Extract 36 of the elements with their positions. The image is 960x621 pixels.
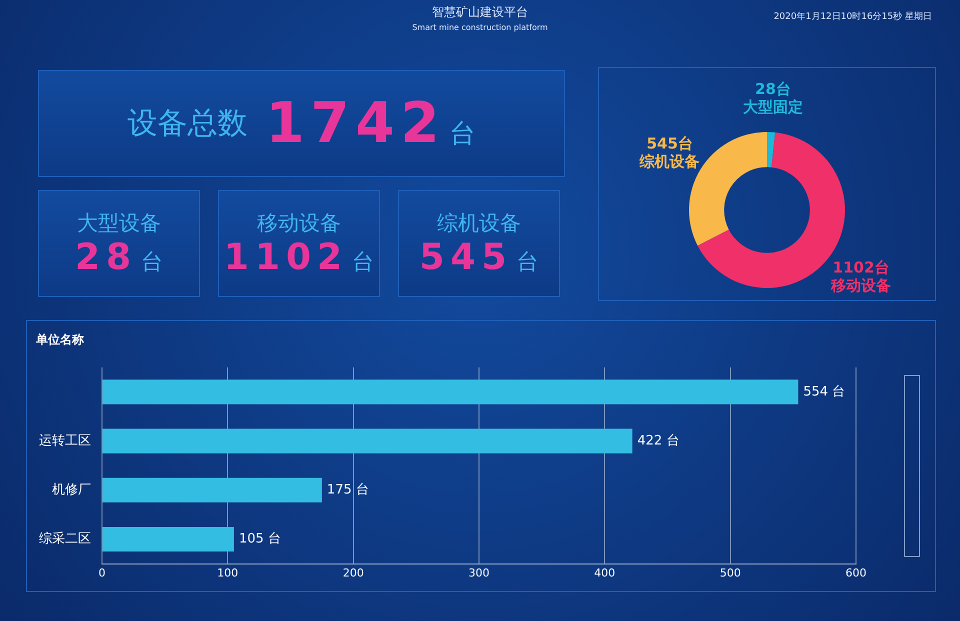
x-tick-label: 400 bbox=[594, 566, 616, 580]
y-tick-label: 运转工区 bbox=[39, 433, 91, 448]
text: 设备总数 bbox=[128, 105, 248, 143]
text: 台 bbox=[449, 119, 476, 149]
text: 智慧矿山建设平台 bbox=[432, 5, 528, 19]
text: Smart mine construction platform bbox=[411, 23, 549, 32]
text: 2020年1月12日10时16分15秒 星期日 bbox=[774, 10, 932, 23]
text: 综机设备 bbox=[437, 210, 521, 237]
slice-label: 综机设备 bbox=[638, 152, 700, 171]
text: 大型设备 bbox=[77, 210, 161, 237]
data-label: 545台 bbox=[646, 134, 693, 153]
text: 台 bbox=[141, 250, 164, 275]
slice-label: 移动设备 bbox=[830, 276, 892, 294]
x-tick-label: 500 bbox=[720, 566, 741, 580]
data-label: 554 台 bbox=[803, 384, 846, 400]
data-label: 422 台 bbox=[637, 433, 680, 448]
x-tick-label: 100 bbox=[217, 566, 238, 580]
y-axis-title: 单位名称 bbox=[35, 332, 85, 346]
text: 1742 bbox=[266, 91, 446, 156]
text: 移动设备 bbox=[257, 210, 341, 237]
x-tick-label: 200 bbox=[342, 566, 364, 580]
slice-label: 大型固定 bbox=[742, 98, 803, 116]
text: 1102 bbox=[224, 237, 348, 278]
x-tick-label: 0 bbox=[98, 566, 106, 580]
x-tick-label: 300 bbox=[468, 566, 490, 580]
text: 28 bbox=[74, 237, 138, 278]
data-label: 1102台 bbox=[832, 258, 890, 276]
data-label: 175 台 bbox=[326, 482, 369, 498]
text: 台 bbox=[352, 250, 374, 275]
y-tick-label: 综采二区 bbox=[39, 532, 91, 547]
text: 台 bbox=[516, 250, 539, 275]
x-tick-label: 600 bbox=[846, 566, 866, 580]
data-label: 28台 bbox=[755, 80, 791, 98]
text: 545 bbox=[419, 237, 513, 278]
y-tick-label: 机修厂 bbox=[52, 482, 91, 498]
data-label: 105 台 bbox=[238, 532, 281, 547]
